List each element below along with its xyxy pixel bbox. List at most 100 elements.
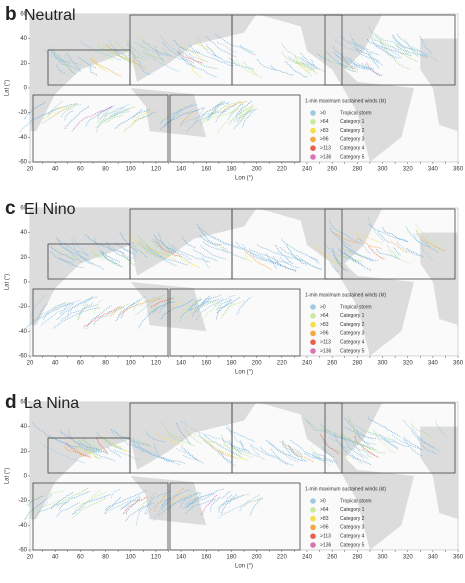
track-illustration: [217, 493, 250, 510]
track-illustration: [161, 496, 172, 508]
track-illustration: [280, 51, 315, 71]
x-tick-label: 240: [302, 361, 313, 367]
legend-label: Category 1: [340, 119, 365, 125]
track-illustration: [146, 301, 171, 316]
x-tick-label: 120: [151, 361, 162, 367]
track-illustration: [179, 110, 218, 128]
x-tick-label: 260: [327, 167, 338, 173]
track-illustration: [342, 56, 356, 73]
track-illustration: [214, 33, 253, 53]
track-illustration: [392, 34, 429, 58]
track-illustration: [280, 238, 319, 262]
track-illustration: [160, 34, 184, 56]
track-illustration: [202, 240, 226, 252]
legend-title: 1-min maximum sustained winds (kt): [305, 292, 386, 298]
x-tick-label: 20: [27, 167, 34, 173]
track-illustration: [179, 491, 199, 509]
track-illustration: [177, 48, 218, 70]
track-illustration: [148, 237, 176, 258]
track-illustration: [239, 44, 256, 56]
x-tick-label: 180: [226, 167, 237, 173]
track-illustration: [282, 439, 299, 458]
track-illustration: [160, 299, 194, 321]
track-illustration: [114, 108, 151, 129]
legend-label: Category 1: [340, 507, 365, 513]
y-tick-label: 20: [20, 61, 27, 67]
track-illustration: [49, 435, 79, 448]
track-illustration: [58, 243, 91, 261]
track-illustration: [300, 58, 318, 75]
track-illustration: [62, 445, 90, 457]
track-illustration: [279, 256, 300, 269]
legend-label: Category 3: [340, 331, 365, 337]
track-illustration: [59, 301, 71, 315]
panel-name: La Nina: [24, 395, 79, 412]
track-illustration: [320, 439, 346, 455]
track-illustration: [340, 255, 363, 262]
track-illustration: [348, 31, 362, 53]
x-tick-label: 200: [252, 361, 263, 367]
track-illustration: [216, 299, 232, 320]
track-illustration: [187, 299, 218, 312]
x-tick-label: 40: [52, 361, 59, 367]
track-illustration: [118, 297, 163, 317]
track-illustration: [259, 446, 288, 465]
track-illustration: [293, 54, 311, 74]
track-illustration: [173, 301, 199, 324]
track-illustration: [372, 428, 398, 449]
track-illustration: [249, 497, 263, 516]
y-tick-label: -60: [18, 548, 27, 554]
track-illustration: [348, 442, 376, 456]
track-illustration: [144, 498, 170, 515]
y-axis-label: Lat (°): [5, 274, 11, 290]
track-illustration: [88, 65, 98, 76]
track-illustration: [41, 102, 77, 124]
y-tick-label: 40: [20, 36, 27, 42]
track-illustration: [368, 24, 387, 49]
track-illustration: [58, 257, 84, 269]
track-illustration: [106, 241, 132, 262]
track-illustration: [106, 446, 122, 458]
track-illustration: [120, 242, 138, 258]
track-illustration: [120, 499, 140, 510]
track-illustration: [65, 52, 82, 72]
legend-swatch: [310, 515, 316, 522]
track-illustration: [194, 299, 224, 322]
x-tick-label: 100: [126, 167, 137, 173]
legend-label: Category 4: [340, 534, 365, 540]
track-illustration: [80, 438, 99, 460]
legend-label: Category 2: [340, 128, 365, 134]
track-illustration: [180, 109, 198, 126]
track-illustration: [333, 255, 342, 265]
track-illustration: [180, 45, 208, 63]
track-illustration: [101, 107, 113, 116]
x-axis-label: Lon (°): [235, 176, 253, 182]
y-tick-label: -20: [18, 304, 27, 310]
track-illustration: [152, 431, 184, 446]
track-illustration: [368, 245, 385, 260]
track-illustration: [366, 38, 412, 56]
track-illustration: [328, 436, 355, 450]
track-illustration: [156, 241, 182, 258]
track-illustration: [281, 43, 316, 67]
track-illustration: [140, 43, 157, 59]
track-illustration: [79, 255, 104, 270]
track-illustration: [82, 490, 101, 509]
track-illustration: [199, 101, 241, 126]
y-tick-label: 0: [24, 474, 28, 480]
track-illustration: [47, 100, 63, 116]
track-illustration: [112, 107, 125, 117]
track-illustration: [417, 438, 436, 454]
legend-threshold: >83: [320, 322, 329, 328]
track-illustration: [145, 430, 166, 443]
track-illustration: [353, 439, 386, 454]
x-tick-label: 360: [453, 361, 464, 367]
track-illustration: [410, 422, 431, 438]
track-illustration: [396, 33, 427, 55]
track-illustration: [48, 242, 86, 261]
x-tick-label: 80: [102, 167, 109, 173]
track-illustration: [235, 59, 262, 78]
legend-swatch: [310, 110, 316, 116]
track-illustration: [119, 495, 141, 511]
legend-label: Tropical storm: [340, 110, 372, 116]
